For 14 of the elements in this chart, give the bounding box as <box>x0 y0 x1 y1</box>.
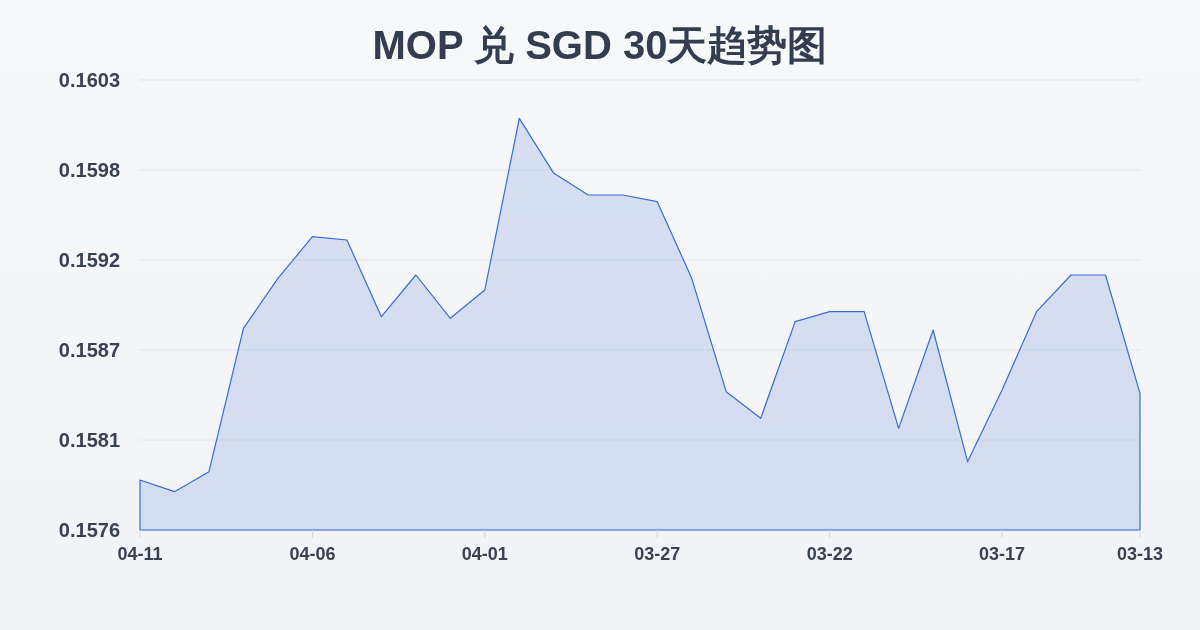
y-tick-label: 0.1592 <box>58 249 120 271</box>
x-tick-label: 03-13 <box>1116 544 1164 564</box>
y-tick-label: 0.1576 <box>58 519 120 541</box>
y-tick-label: 0.1598 <box>58 159 120 181</box>
x-tick-label: 03-17 <box>979 544 1026 564</box>
y-tick-label: 0.1581 <box>58 429 120 451</box>
y-tick-label: 0.1587 <box>58 339 120 361</box>
x-tick-label: 04-06 <box>289 544 336 564</box>
x-tick-label: 04-11 <box>117 544 163 564</box>
chart-title: MOP 兑 SGD 30天趋势图 <box>372 23 828 67</box>
x-tick-label: 04-01 <box>461 544 508 564</box>
x-tick-label: 03-22 <box>806 544 853 564</box>
y-tick-label: 0.1603 <box>58 69 120 91</box>
x-tick-label: 03-27 <box>634 544 681 564</box>
